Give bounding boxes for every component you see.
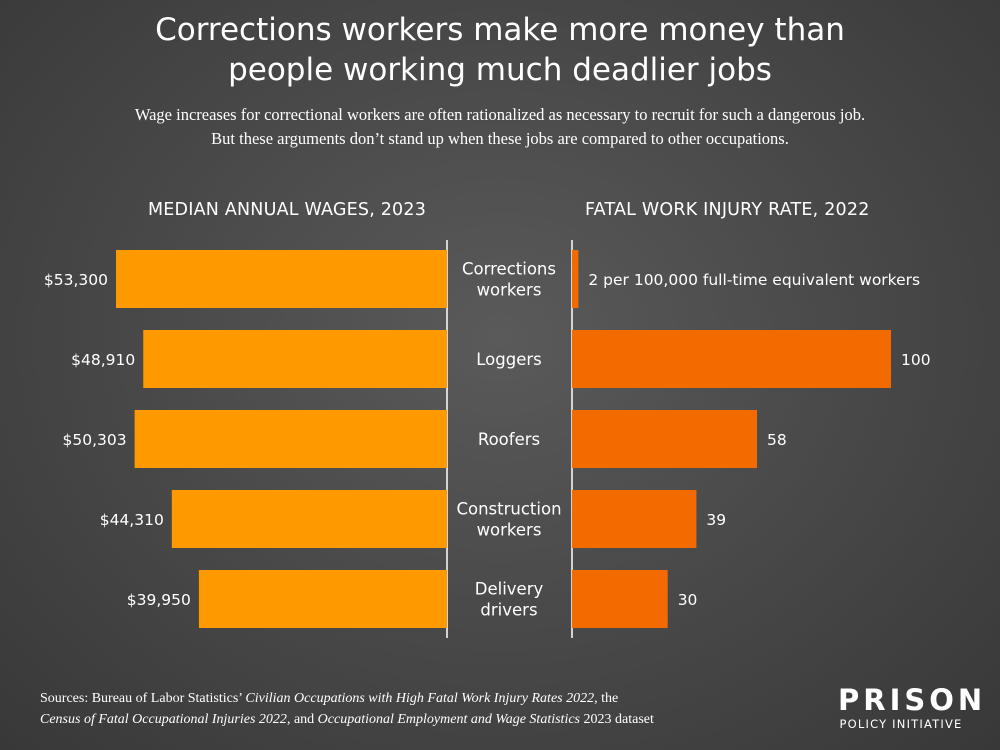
- wage-data-label: $44,310: [100, 511, 164, 529]
- fatality-data-label: 58: [767, 431, 787, 449]
- wages-panel-title: MEDIAN ANNUAL WAGES, 2023: [148, 200, 427, 220]
- subtitle-line-1: Wage increases for correctional workers …: [134, 105, 866, 124]
- category-label: Loggers: [476, 350, 541, 369]
- prison-policy-initiative-logo: PRISON POLICY INITIATIVE: [838, 683, 987, 732]
- wage-data-label: $50,303: [63, 431, 127, 449]
- fatality-bar: [572, 570, 668, 628]
- title-line-2: people working much deadlier jobs: [228, 52, 772, 88]
- category-label-line: Roofers: [478, 430, 540, 449]
- title-line-1: Corrections workers make more money than: [155, 12, 845, 48]
- fatality-bar: [572, 330, 891, 388]
- wage-data-label: $48,910: [71, 351, 135, 369]
- category-label-line: Construction: [456, 500, 561, 519]
- fatality-data-label: 2 per 100,000 full-time equivalent worke…: [588, 271, 920, 289]
- sources-title-2: Census of Fatal Occupational Injuries 20…: [40, 712, 287, 727]
- fatality-bar: [572, 490, 697, 548]
- fatality-bar: [572, 250, 579, 308]
- wage-bar: [143, 330, 447, 388]
- chart-subtitle: Wage increases for correctional workers …: [0, 103, 1000, 151]
- category-label-line: Loggers: [476, 350, 541, 369]
- wage-bar: [198, 570, 447, 628]
- sources-mid: , the: [594, 691, 619, 706]
- fatality-data-label: 100: [901, 351, 931, 369]
- category-label-line: workers: [477, 281, 542, 300]
- category-label-line: Corrections: [462, 260, 556, 279]
- sources-suffix: 2023 dataset: [580, 712, 654, 727]
- fatality-bar: [572, 410, 758, 468]
- sources-note: Sources: Bureau of Labor Statistics’ Civ…: [40, 688, 820, 730]
- category-label: Delivery drivers: [475, 580, 544, 620]
- fatality-data-label: 30: [678, 591, 698, 609]
- logo-bottom-text: POLICY INITIATIVE: [839, 717, 963, 731]
- wage-data-label: $53,300: [44, 271, 108, 289]
- chart-title: Corrections workers make more money than…: [0, 10, 1000, 90]
- sources-title-3: Occupational Employment and Wage Statist…: [317, 712, 580, 727]
- sources-mid-2: , and: [286, 712, 318, 727]
- fatality-panel-title: FATAL WORK INJURY RATE, 2022: [585, 200, 870, 220]
- category-label: Corrections workers: [462, 260, 556, 300]
- subtitle-line-2: But these arguments don’t stand up when …: [211, 129, 789, 148]
- category-label: Roofers: [478, 430, 540, 449]
- wage-data-label: $39,950: [127, 591, 191, 609]
- sources-prefix: Sources: Bureau of Labor Statistics’: [40, 691, 246, 706]
- sources-title-1: Civilian Occupations with High Fatal Wor…: [245, 691, 595, 706]
- wage-bar: [171, 490, 447, 548]
- category-label-line: workers: [477, 521, 542, 540]
- wage-bar: [134, 410, 448, 468]
- wage-bar: [116, 250, 447, 308]
- category-label-line: drivers: [480, 601, 537, 620]
- category-label-line: Delivery: [475, 580, 544, 599]
- fatality-data-label: 39: [706, 511, 726, 529]
- category-label: Construction workers: [456, 500, 561, 540]
- logo-top-text: PRISON: [838, 683, 987, 717]
